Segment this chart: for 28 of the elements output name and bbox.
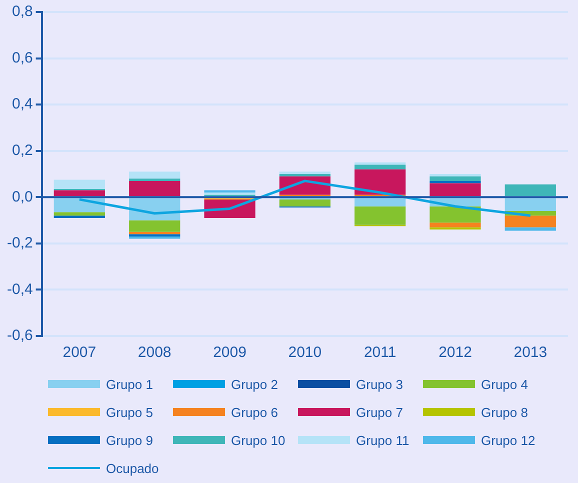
x-tick-label: 2010: [288, 344, 322, 362]
legend-label: Ocupado: [106, 460, 159, 476]
x-tick-label: 2009: [213, 344, 246, 362]
legend-label: Grupo 3: [356, 376, 403, 392]
y-tick-label: 0,2: [12, 142, 33, 159]
legend-label: Grupo 6: [231, 404, 278, 420]
y-tick-label: -0,4: [6, 280, 33, 298]
y-tick-label: -0,2: [6, 234, 33, 252]
y-tick-label: 0,0: [12, 188, 33, 206]
x-tick-label: 2013: [514, 344, 548, 362]
legend-label: Grupo 9: [106, 432, 153, 448]
y-tick-label: 0,4: [12, 96, 33, 113]
legend-label: Grupo 11: [356, 432, 410, 448]
legend-label: Grupo 8: [481, 404, 528, 420]
x-tick-label: 2012: [438, 344, 472, 362]
x-tick-label: 2007: [62, 344, 96, 362]
legend-label: Grupo 10: [231, 432, 286, 448]
legend-label: Grupo 7: [356, 404, 403, 420]
legend-label: Grupo 1: [106, 376, 153, 392]
y-tick-label: -0,6: [6, 327, 33, 344]
legend-label: Grupo 4: [481, 376, 528, 392]
y-tick-label: 0,8: [12, 3, 33, 20]
x-tick-label: 2008: [138, 344, 172, 362]
legend-label: Grupo 2: [231, 376, 278, 392]
y-tick-label: 0,6: [12, 49, 33, 66]
x-tick-label: 2011: [364, 344, 396, 362]
legend-label: Grupo 12: [481, 432, 536, 448]
legend-label: Grupo 5: [106, 404, 153, 420]
